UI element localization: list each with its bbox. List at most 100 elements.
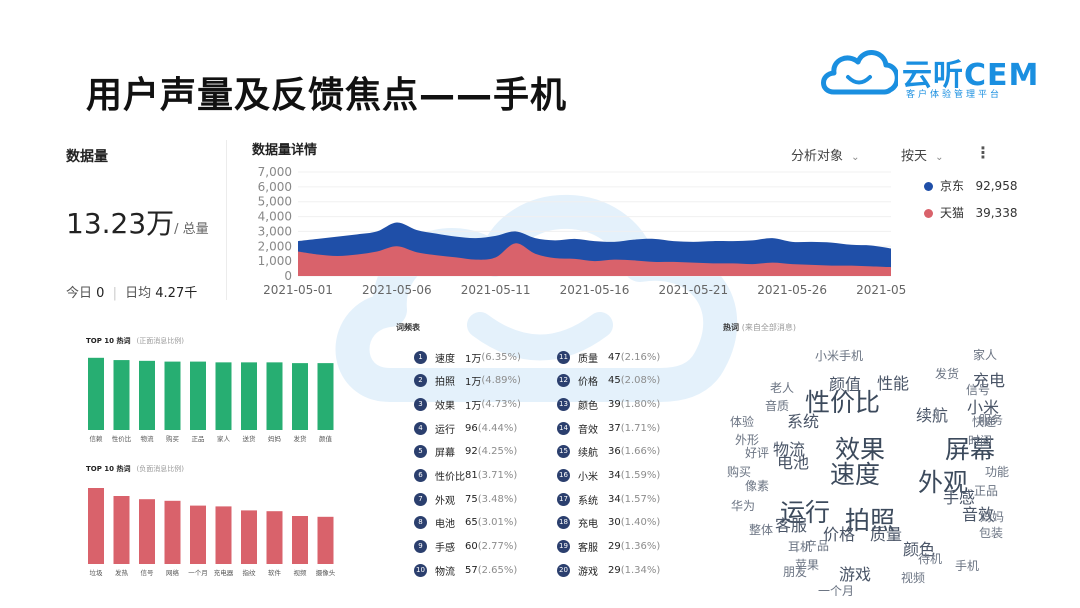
hot-word[interactable]: 游戏: [839, 565, 872, 584]
hot-word[interactable]: 发货: [935, 367, 960, 381]
freq-row[interactable]: 5 屏幕 92 (4.25%): [414, 444, 517, 460]
freq-row[interactable]: 2 拍照 1万 (4.89%): [414, 373, 521, 389]
legend-item-jd[interactable]: 京东 92,958: [924, 177, 1017, 194]
hot-word[interactable]: 服务: [979, 413, 1004, 427]
freq-pct: (1.36%): [620, 541, 661, 553]
freq-row[interactable]: 19 客服 29 (1.36%): [557, 539, 660, 555]
hot-word[interactable]: 手感: [943, 488, 976, 507]
freq-row[interactable]: 13 颜色 39 (1.80%): [557, 396, 660, 412]
hot-word[interactable]: 华为: [731, 499, 756, 513]
hot-word[interactable]: 产品: [805, 539, 830, 553]
bar[interactable]: [317, 363, 334, 430]
freq-row[interactable]: 9 手感 60 (2.77%): [414, 539, 517, 555]
freq-row[interactable]: 4 运行 96 (4.44%): [414, 420, 517, 436]
bar[interactable]: [215, 506, 232, 564]
hot-word[interactable]: 包装: [979, 526, 1004, 540]
more-menu-icon[interactable]: ⋮: [975, 143, 991, 162]
freq-word: 续航: [578, 448, 598, 460]
hot-word[interactable]: 音效: [962, 505, 995, 524]
hot-word[interactable]: 好评: [745, 446, 770, 460]
hot-word[interactable]: 续航: [916, 406, 949, 425]
bar[interactable]: [241, 362, 257, 430]
bar[interactable]: [266, 511, 283, 564]
hot-word[interactable]: 速度: [830, 460, 881, 489]
bar[interactable]: [139, 499, 155, 564]
hot-word[interactable]: 整体: [749, 523, 774, 537]
hot-word[interactable]: 小米: [967, 398, 1000, 417]
bar[interactable]: [139, 360, 155, 430]
hot-word[interactable]: 运行: [780, 498, 831, 527]
hot-word[interactable]: 颜色: [903, 540, 936, 559]
freq-row[interactable]: 12 价格 45 (2.08%): [557, 373, 660, 389]
freq-row[interactable]: 14 音效 37 (1.71%): [557, 420, 660, 436]
hot-word[interactable]: 苹果: [795, 558, 820, 572]
hot-word[interactable]: 家人: [973, 348, 998, 362]
hot-word[interactable]: 手机: [955, 559, 980, 573]
hot-word[interactable]: 一个月: [818, 584, 855, 598]
hot-word[interactable]: 购买: [727, 465, 752, 479]
logo-name: 云听CEM: [902, 58, 1040, 93]
bar[interactable]: [266, 362, 283, 430]
hot-word[interactable]: 充电: [973, 371, 1006, 390]
bar[interactable]: [164, 500, 181, 564]
hot-word[interactable]: 小米手机: [815, 349, 864, 363]
hot-word[interactable]: 物流: [773, 440, 806, 459]
hot-word[interactable]: 效果: [835, 435, 886, 464]
hot-word[interactable]: 视频: [901, 571, 926, 585]
analyze-dropdown[interactable]: 分析对象 ⌄: [791, 145, 860, 164]
freq-row[interactable]: 10 物流 57 (2.65%): [414, 562, 517, 578]
hot-word[interactable]: 外观: [918, 468, 969, 497]
bar[interactable]: [215, 362, 232, 430]
freq-row[interactable]: 3 效果 1万 (4.73%): [414, 396, 521, 412]
hot-word[interactable]: 耳机: [788, 540, 813, 554]
hot-word[interactable]: 朋友: [783, 565, 808, 579]
freq-count: 1万: [465, 400, 482, 412]
freq-row[interactable]: 8 电池 65 (3.01%): [414, 515, 517, 531]
freq-row[interactable]: 6 性价比 81 (3.71%): [414, 468, 517, 484]
bar[interactable]: [113, 360, 130, 430]
bar[interactable]: [317, 516, 334, 564]
period-dropdown[interactable]: 按天 ⌄: [901, 145, 944, 164]
hot-word[interactable]: 客服: [775, 516, 808, 535]
hot-word[interactable]: 信号: [966, 383, 991, 397]
hot-word[interactable]: 性能: [877, 374, 910, 393]
freq-row[interactable]: 16 小米 34 (1.59%): [557, 468, 660, 484]
bar[interactable]: [292, 363, 308, 430]
hot-word[interactable]: 老人: [770, 381, 795, 395]
legend-item-tmall[interactable]: 天猫 39,338: [924, 204, 1017, 221]
hot-word[interactable]: 外形: [735, 433, 760, 447]
hot-word[interactable]: 像素: [745, 479, 770, 493]
hot-word[interactable]: 体验: [730, 415, 755, 429]
freq-row[interactable]: 20 游戏 29 (1.34%): [557, 562, 660, 578]
hot-word[interactable]: 妈妈: [980, 510, 1005, 524]
hot-word[interactable]: 价格: [823, 525, 856, 544]
hot-word[interactable]: 屏幕: [945, 435, 996, 464]
bar[interactable]: [241, 510, 257, 564]
hot-word[interactable]: 电池: [777, 453, 810, 472]
bar[interactable]: [164, 361, 181, 430]
hot-word[interactable]: 质量: [870, 525, 903, 544]
bar[interactable]: [88, 488, 104, 564]
bar[interactable]: [113, 496, 130, 564]
hot-word[interactable]: 性价比: [805, 388, 881, 417]
bar[interactable]: [190, 361, 206, 430]
hot-word[interactable]: 正品: [974, 484, 999, 498]
freq-row[interactable]: 7 外观 75 (3.48%): [414, 491, 517, 507]
freq-row[interactable]: 1 速度 1万 (6.35%): [414, 349, 521, 365]
bar[interactable]: [88, 357, 104, 430]
hot-word[interactable]: 功能: [985, 465, 1010, 479]
hot-word[interactable]: 音质: [765, 399, 790, 413]
freq-row[interactable]: 15 续航 36 (1.66%): [557, 444, 660, 460]
freq-count: 30: [608, 517, 621, 529]
freq-row[interactable]: 11 质量 47 (2.16%): [557, 349, 660, 365]
freq-row[interactable]: 17 系统 34 (1.57%): [557, 491, 660, 507]
bar[interactable]: [292, 516, 308, 564]
hot-word[interactable]: 时间: [968, 434, 993, 448]
hot-word[interactable]: 拍照: [845, 506, 896, 535]
hot-word[interactable]: 颜值: [829, 375, 862, 394]
freq-row[interactable]: 18 充电 30 (1.40%): [557, 515, 660, 531]
hot-word[interactable]: 待机: [918, 552, 943, 566]
bar[interactable]: [190, 505, 206, 564]
hot-word[interactable]: 快递: [972, 415, 997, 429]
hot-word[interactable]: 系统: [787, 412, 820, 431]
